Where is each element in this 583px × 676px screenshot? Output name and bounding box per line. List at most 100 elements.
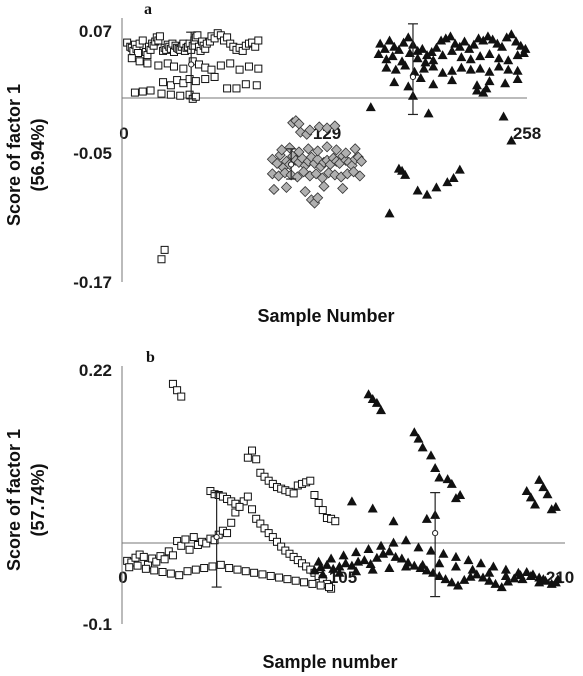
panel-a-series2-point <box>445 31 456 41</box>
panel-b-series0-point <box>256 519 265 528</box>
panel-a-series2-point <box>418 63 429 73</box>
panel-b-series1-point <box>334 561 345 571</box>
panel-a-series0-point <box>135 57 144 66</box>
panel-a-series1-point <box>284 142 296 154</box>
panel-a-series2-point <box>381 54 392 64</box>
panel-b-series1-point <box>546 504 557 514</box>
panel-b-series0-point <box>223 529 232 538</box>
panel-a-series0-point <box>191 77 200 86</box>
panel-a-ytick-top: 0.07 <box>79 22 112 41</box>
panel-a-series0-point <box>157 89 166 98</box>
panel-b-series1-point <box>396 553 407 563</box>
panel-a-series2-point <box>387 51 398 61</box>
panel-b-series0-point <box>233 565 242 574</box>
panel-a-error-bar-0-mean <box>188 61 195 68</box>
panel-a-series2-point <box>431 42 442 52</box>
panel-b-series1-point <box>550 501 561 511</box>
panel-a-series2-point <box>511 36 522 46</box>
panel-a-series2-point <box>475 51 486 61</box>
panel-a-series0-point <box>191 92 200 101</box>
panel-a-series1-point <box>349 143 361 155</box>
panel-a-series0-point <box>226 59 235 68</box>
panel-b-series1-point <box>446 478 457 488</box>
panel-b-series1-point <box>430 463 441 473</box>
panel-a-series2-point <box>465 54 476 64</box>
panel-b-series1-point <box>475 558 486 568</box>
panel-b-series1-point <box>521 566 532 576</box>
panel-b-series1-point <box>417 559 428 569</box>
panel-a-series0-point <box>160 245 169 254</box>
panel-a-series0-point <box>179 79 188 88</box>
panel-a-series2-point <box>412 185 423 195</box>
panel-b-series1-point <box>438 548 449 558</box>
panel-a-series0-point <box>154 61 163 70</box>
panel-b-series0-point <box>152 557 161 566</box>
panel-b-series1-point <box>459 574 470 584</box>
panel-b-series0-point <box>316 581 325 590</box>
panel-a-series0-point <box>193 31 202 40</box>
panel-a-series2-point <box>512 65 523 75</box>
panel-a-series0-point <box>157 255 166 264</box>
panel-a-series0-point <box>252 81 261 90</box>
panel-b-series1-point <box>550 577 561 587</box>
panel-b-series1-point <box>388 537 399 547</box>
panel-a-series2-point <box>422 50 433 60</box>
panel-b-series1-point <box>517 574 528 584</box>
panel-b-series0-point <box>216 560 225 569</box>
panel-a-xtick-258: 258 <box>513 124 541 143</box>
panel-a-series0-point <box>241 80 250 89</box>
panel-a-series1-point <box>304 124 316 136</box>
panel-a-error-bar-2-mean <box>409 73 417 81</box>
panel-b-series0-point <box>183 567 192 576</box>
panel-a-series2-point <box>506 135 517 145</box>
panel-a-series0-point <box>166 90 175 99</box>
panel-b-series0-point <box>248 446 257 455</box>
panel-b-series1-point <box>371 552 382 562</box>
panel-a-series2-point <box>375 38 386 48</box>
panel-a-series0-point <box>179 64 188 73</box>
panel-b-series0-point <box>300 578 309 587</box>
panel-b-series0-point <box>241 567 250 576</box>
panel-b-series0-point <box>173 537 182 546</box>
panel-b-series0-point <box>308 579 317 588</box>
panel-a-series2-point <box>384 35 395 45</box>
panel-a-series0-point <box>223 84 232 93</box>
panel-a-series1-point <box>354 170 366 182</box>
panel-a-series2-point <box>404 48 415 57</box>
panel-b-series1-point <box>371 397 382 407</box>
panel-b-series1-point <box>378 548 389 558</box>
panel-b-series1-point <box>502 576 513 586</box>
panel-b-series0-point <box>166 569 175 578</box>
panel-a-series1-point <box>280 181 293 193</box>
panel-b-series0-point <box>160 555 169 564</box>
panel-b-series1-point <box>413 433 424 443</box>
panel-b-series0-point <box>314 498 323 507</box>
panel-a-series2-point <box>512 74 523 84</box>
panel-b-series0-point <box>235 502 244 511</box>
panel-a-series1-point <box>268 183 280 196</box>
panel-b-series0-point <box>318 506 327 515</box>
panel-b-series0-point <box>283 575 292 584</box>
panel-a-series2-point <box>428 79 439 89</box>
panel-b-series1-point <box>340 558 351 568</box>
panel-b-series0-point <box>325 583 334 592</box>
panel-b-series0-point <box>150 566 159 575</box>
panel-b-series1-point <box>525 492 536 502</box>
panel-b-label: b <box>146 349 155 366</box>
panel-a-series2-point <box>398 37 409 47</box>
panel-a-series1-point <box>293 118 305 130</box>
panel-b-series1-point <box>346 496 357 506</box>
panel-a-series2-point <box>447 45 458 55</box>
panel-b-xtick-0: 0 <box>118 568 127 587</box>
panel-a: a 0.07 -0.05 -0.17 0 129 258 Sample Numb… <box>4 1 541 326</box>
panel-a-series2-point <box>493 61 504 71</box>
panel-a-series2-point <box>472 80 483 90</box>
panel-a-series2-point <box>420 57 431 67</box>
panel-b-series1-point <box>317 569 328 579</box>
panel-b-series1-point <box>334 567 345 577</box>
panel-b-series1-point <box>401 561 412 571</box>
panel-a-series2-point <box>400 169 411 179</box>
panel-b-series0-point <box>175 571 184 580</box>
panel-a-series0-point <box>155 32 164 41</box>
panel-b-series0-point <box>239 497 248 506</box>
